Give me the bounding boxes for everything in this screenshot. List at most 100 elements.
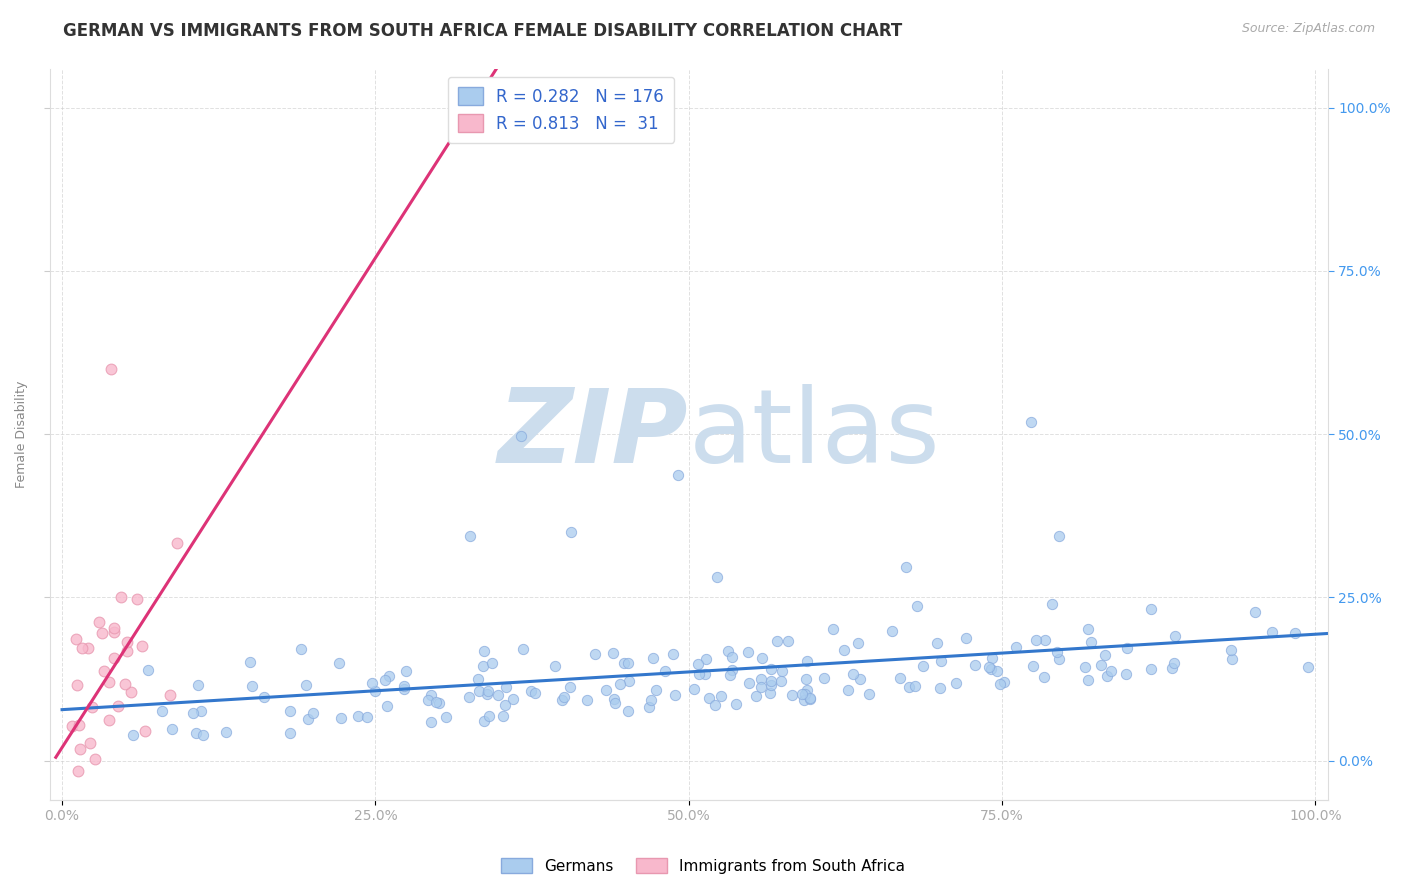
Point <box>1047 529 1070 543</box>
Point <box>889 671 911 685</box>
Point <box>911 659 934 673</box>
Point <box>162 722 184 736</box>
Point <box>60 719 83 733</box>
Point <box>759 678 782 692</box>
Point <box>1220 643 1243 657</box>
Point <box>1160 661 1182 675</box>
Point <box>1139 662 1161 676</box>
Point <box>640 693 662 707</box>
Point <box>1244 605 1267 619</box>
Point <box>776 634 799 648</box>
Point <box>278 704 301 718</box>
Point <box>481 656 503 670</box>
Point <box>361 676 384 690</box>
Point <box>882 624 904 638</box>
Point <box>1099 664 1122 678</box>
Point <box>846 636 869 650</box>
Point <box>328 656 350 670</box>
Point <box>494 698 516 712</box>
Point <box>641 651 664 665</box>
Point <box>799 692 821 706</box>
Point <box>988 676 1011 690</box>
Point <box>278 726 301 740</box>
Point <box>725 697 748 711</box>
Point <box>83 752 105 766</box>
Point <box>1220 652 1243 666</box>
Point <box>65 632 87 647</box>
Text: Source: ZipAtlas.com: Source: ZipAtlas.com <box>1241 22 1375 36</box>
Point <box>502 692 524 706</box>
Point <box>524 686 547 700</box>
Point <box>1095 669 1118 683</box>
Point <box>737 645 759 659</box>
Point <box>1025 632 1047 647</box>
Point <box>697 691 720 706</box>
Point <box>76 640 98 655</box>
Point <box>749 672 772 686</box>
Point <box>695 652 717 666</box>
Point <box>1046 645 1069 659</box>
Point <box>560 525 582 540</box>
Point <box>583 648 606 662</box>
Point <box>980 662 1002 676</box>
Point <box>897 680 920 694</box>
Point <box>654 664 676 678</box>
Point <box>575 693 598 707</box>
Point <box>121 727 143 741</box>
Point <box>347 708 370 723</box>
Point <box>91 626 114 640</box>
Point <box>69 742 91 756</box>
Point <box>766 634 789 648</box>
Point <box>120 685 142 699</box>
Legend: Germans, Immigrants from South Africa: Germans, Immigrants from South Africa <box>495 852 911 880</box>
Point <box>330 711 353 725</box>
Y-axis label: Female Disability: Female Disability <box>15 381 28 488</box>
Point <box>107 698 129 713</box>
Point <box>125 592 148 607</box>
Point <box>429 697 451 711</box>
Point <box>638 699 661 714</box>
Point <box>297 712 319 726</box>
Point <box>738 675 761 690</box>
Point <box>492 708 515 723</box>
Point <box>1033 633 1056 648</box>
Point <box>1164 628 1187 642</box>
Point <box>1090 658 1112 673</box>
Point <box>392 679 415 693</box>
Point <box>688 666 710 681</box>
Point <box>796 654 818 668</box>
Point <box>475 687 498 701</box>
Point <box>66 677 89 691</box>
Point <box>190 704 212 718</box>
Point <box>117 634 139 648</box>
Point <box>799 691 821 706</box>
Point <box>986 664 1008 678</box>
Point <box>1139 602 1161 616</box>
Point <box>770 664 793 678</box>
Point <box>758 686 780 700</box>
Point <box>595 683 617 698</box>
Point <box>240 679 263 693</box>
Point <box>103 621 125 635</box>
Point <box>93 665 115 679</box>
Point <box>472 714 495 728</box>
Point <box>392 682 415 697</box>
Point <box>602 646 624 660</box>
Point <box>97 713 120 727</box>
Point <box>159 688 181 702</box>
Point <box>302 706 325 721</box>
Point <box>1021 415 1043 429</box>
Point <box>813 671 835 685</box>
Point <box>751 651 773 665</box>
Point <box>1163 656 1185 670</box>
Point <box>472 643 495 657</box>
Point <box>927 636 949 650</box>
Point <box>395 664 418 678</box>
Point <box>745 689 768 703</box>
Point <box>609 677 631 691</box>
Point <box>544 658 567 673</box>
Point <box>905 599 928 613</box>
Point <box>793 693 815 707</box>
Point <box>72 641 94 656</box>
Point <box>1033 670 1056 684</box>
